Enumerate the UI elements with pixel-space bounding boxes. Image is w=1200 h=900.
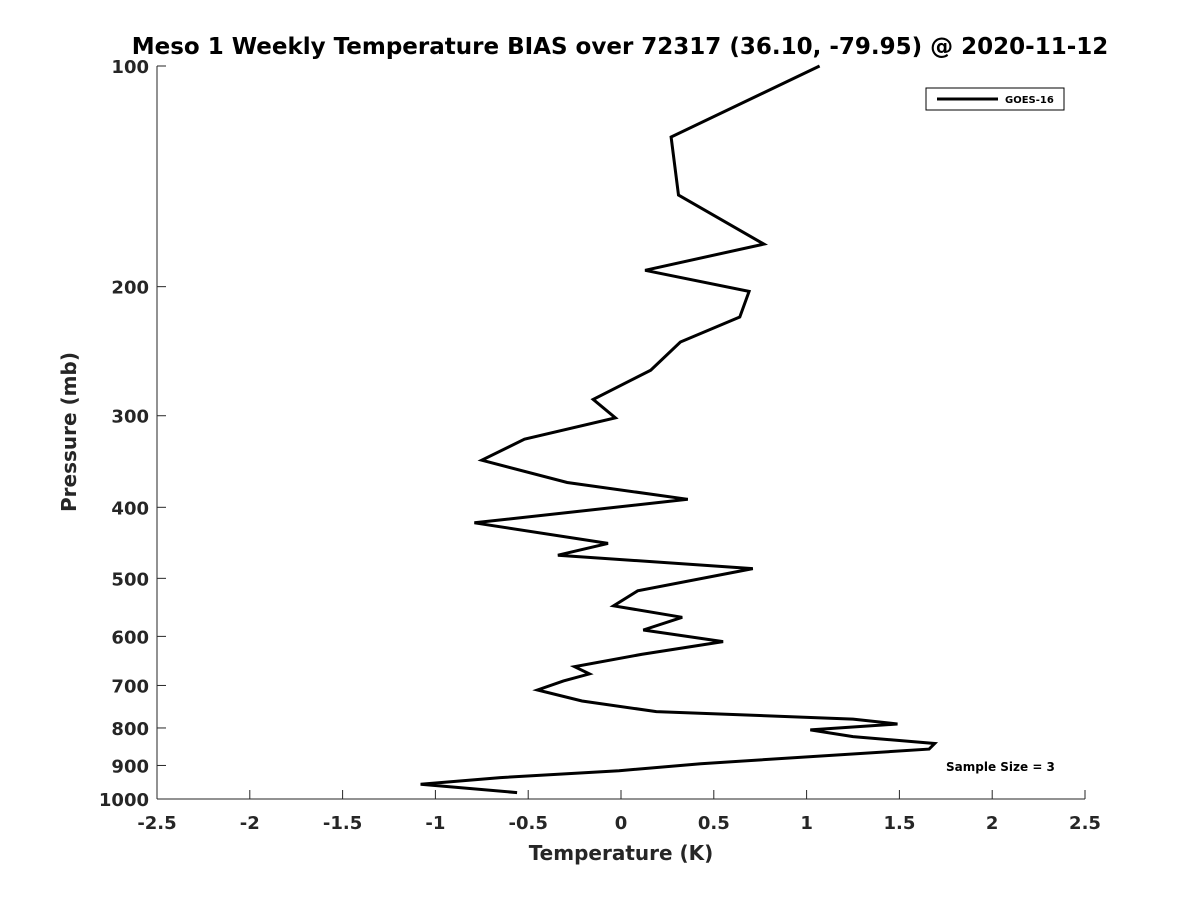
x-tick-label: 2 <box>986 813 999 834</box>
y-tick-label: 300 <box>111 407 149 428</box>
x-axis-ticks: -2.5 -2 -1.5 -1 -0.5 0 0.5 1 1.5 2 2.5 <box>137 790 1101 834</box>
y-tick-label: 1000 <box>99 790 149 811</box>
y-tick-label: 400 <box>111 498 149 519</box>
y-tick-label: 700 <box>111 676 149 697</box>
y-tick-label: 500 <box>111 569 149 590</box>
x-tick-label: 1 <box>800 813 813 834</box>
x-tick-label: -2 <box>240 813 260 834</box>
x-tick-label: 0 <box>615 813 628 834</box>
chart-title: Meso 1 Weekly Temperature BIAS over 7231… <box>132 34 1109 60</box>
x-axis-label: Temperature (K) <box>529 841 714 865</box>
y-tick-label: 200 <box>111 278 149 299</box>
x-tick-label: -1.5 <box>323 813 362 834</box>
y-tick-label: 900 <box>111 756 149 777</box>
x-tick-label: -1 <box>425 813 445 834</box>
x-tick-label: -0.5 <box>509 813 548 834</box>
y-tick-label: 100 <box>111 57 149 78</box>
y-tick-label: 600 <box>111 627 149 648</box>
y-tick-label: 800 <box>111 719 149 740</box>
x-tick-label: -2.5 <box>137 813 176 834</box>
sample-size-annotation: Sample Size = 3 <box>946 760 1055 774</box>
x-tick-label: 1.5 <box>883 813 915 834</box>
legend-label-goes16: GOES-16 <box>1005 95 1054 106</box>
y-axis-ticks: 100 200 300 400 500 600 700 800 900 1000 <box>99 57 166 811</box>
series-line-goes16 <box>420 64 939 795</box>
y-axis-label: Pressure (mb) <box>57 352 81 512</box>
legend: GOES-16 <box>925 87 1065 111</box>
x-tick-label: 0.5 <box>698 813 730 834</box>
x-tick-label: 2.5 <box>1069 813 1101 834</box>
